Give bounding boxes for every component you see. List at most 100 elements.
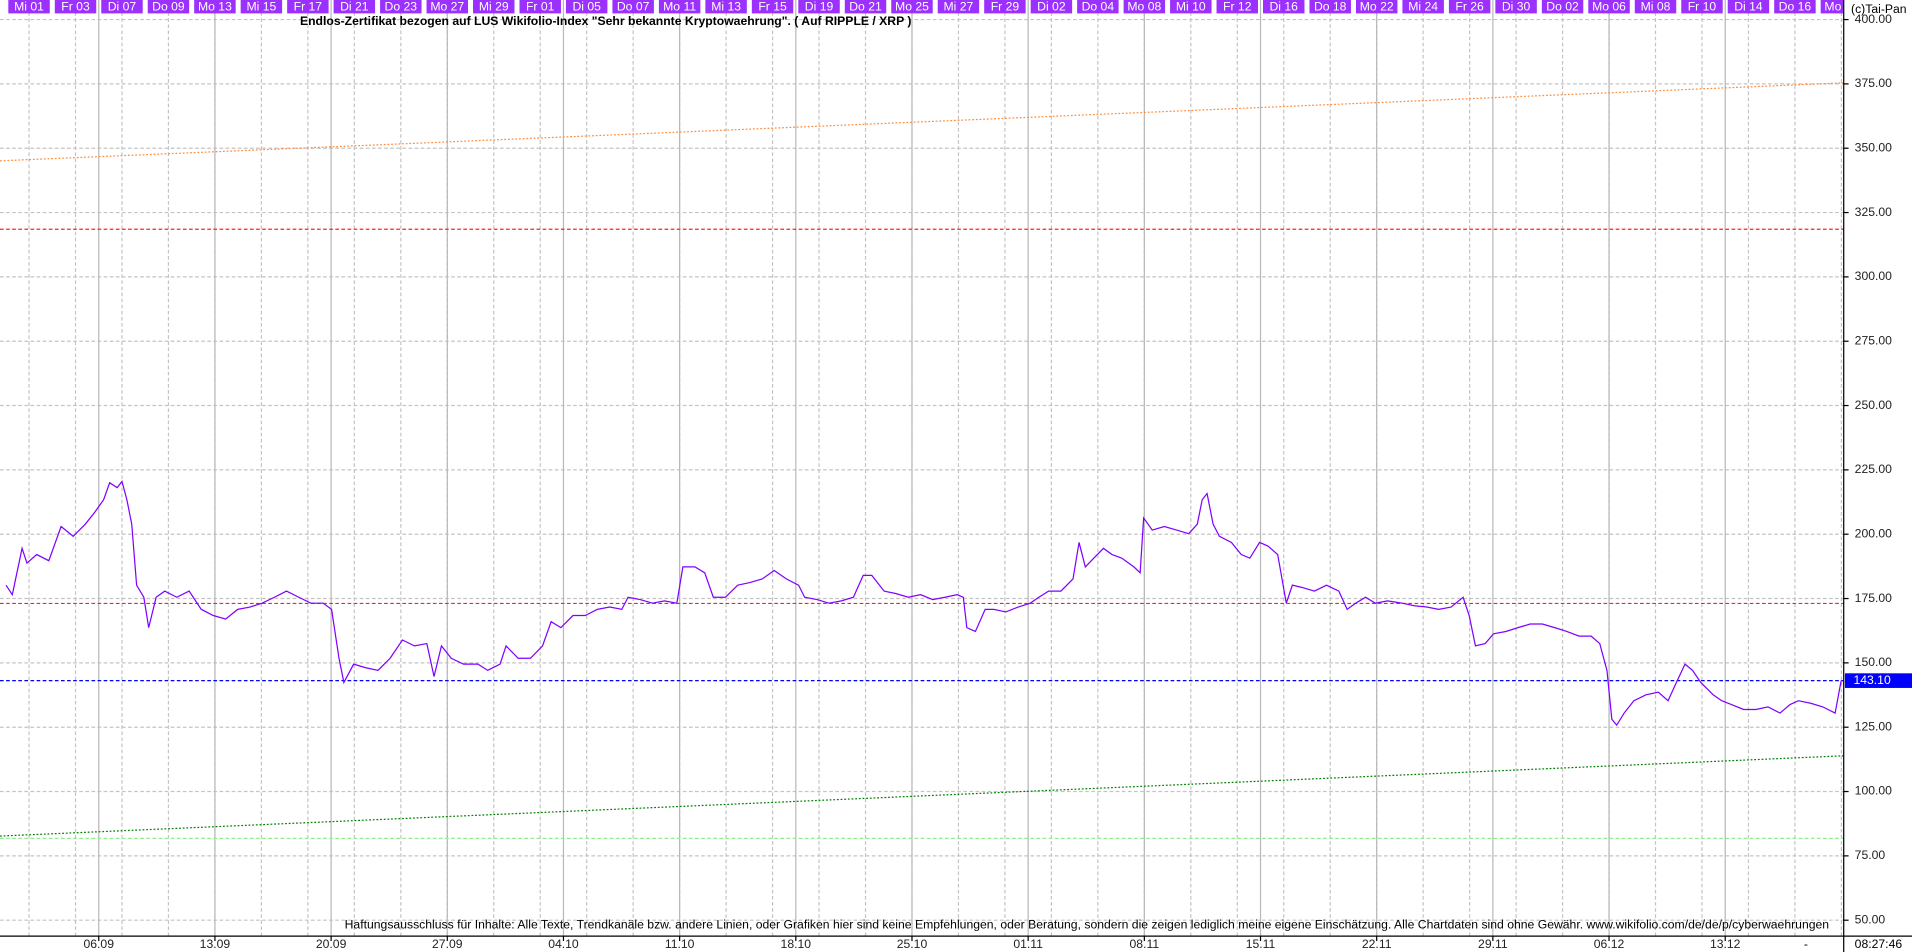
y-tick-label: 200.00 (1855, 526, 1893, 540)
x-tick-label: 06.12 (1594, 937, 1625, 951)
top-label-box (1263, 0, 1305, 14)
disclaimer: Haftungsausschluss für Inhalte: Alle Tex… (345, 917, 1829, 931)
reference-line (0, 82, 1844, 162)
top-label-box (147, 0, 190, 14)
copyright: (c)Tai-Pan (1851, 2, 1907, 16)
top-label: Fr 17 (294, 0, 323, 14)
top-label-box (1588, 0, 1630, 14)
top-label: Do 21 (849, 0, 882, 14)
top-label-box (1309, 0, 1351, 14)
top-labels: Mi 01 Fr 03 Di 07 Do 09 Mo 13 Mi 15 Fr 17 Di 21… (8, 0, 1844, 14)
x-tick-label: 18.10 (781, 937, 812, 951)
top-label-box (1216, 0, 1259, 14)
top-label-box (1355, 0, 1398, 14)
y-tick-label: 50.00 (1855, 912, 1886, 926)
top-label-box (1077, 0, 1119, 14)
top-label: Fr 29 (991, 0, 1020, 14)
x-tick-label: 01.11 (1013, 937, 1043, 951)
price-layer (5, 480, 1842, 727)
y-tick-label: 375.00 (1855, 76, 1893, 90)
top-label-box (194, 0, 236, 14)
top-label: Do 23 (385, 0, 418, 14)
time-marker: - (1804, 937, 1808, 951)
axis-labels: 50.00 75.00 100.00 125.00 150.00 175.00 200.00… (83, 12, 1912, 951)
x-tick-label: 22.11 (1362, 937, 1392, 951)
top-label: Fr 26 (1455, 0, 1484, 14)
x-tick-label: 11.10 (665, 937, 695, 951)
top-label-box (891, 0, 933, 14)
top-label: Mo 08 (1127, 0, 1161, 14)
top-label-box (473, 0, 515, 14)
top-label: Fr 03 (61, 0, 90, 14)
top-label: Fr 12 (1223, 0, 1252, 14)
top-label-box (1727, 0, 1770, 14)
x-tick-label: 29.11 (1478, 937, 1508, 951)
x-tick-label: 13.09 (200, 937, 231, 951)
top-label: Mo 27 (430, 0, 464, 14)
top-label-box (1448, 0, 1491, 14)
top-label: Mo 13 (198, 0, 232, 14)
top-label: Do 18 (1314, 0, 1347, 14)
price-label: 143.10 (1853, 673, 1891, 687)
top-label: Di 21 (340, 0, 369, 14)
grid (0, 0, 1844, 937)
reference-line (0, 755, 1844, 837)
y-tick-label: 100.00 (1855, 784, 1893, 798)
top-label-box (1170, 0, 1212, 14)
top-label: Di 02 (1037, 0, 1066, 14)
x-tick-label: 25.10 (897, 937, 928, 951)
y-tick-label: 125.00 (1855, 719, 1893, 733)
top-label-box (54, 0, 97, 14)
top-label: Mi 15 (246, 0, 276, 14)
top-label: Di 30 (1502, 0, 1531, 14)
top-label-box (705, 0, 747, 14)
top-label: Di 19 (805, 0, 834, 14)
top-label: Mi 24 (1408, 0, 1438, 14)
top-label: Di 05 (572, 0, 601, 14)
top-label-box (519, 0, 561, 14)
y-tick-label: 175.00 (1855, 591, 1893, 605)
top-label: Mi 01 (14, 0, 44, 14)
top-label-box (380, 0, 422, 14)
top-label-box (1495, 0, 1537, 14)
top-label: Do 04 (1082, 0, 1115, 14)
top-label-box (984, 0, 1026, 14)
top-label-box (333, 0, 376, 14)
top-label-box (1774, 0, 1816, 14)
top-label: Di 07 (108, 0, 137, 14)
top-label-box (565, 0, 608, 14)
x-tick-label: 13.12 (1710, 937, 1741, 951)
top-label-box (240, 0, 283, 14)
y-tick-label: 300.00 (1855, 269, 1893, 283)
y-tick-label: 350.00 (1855, 140, 1893, 154)
top-label: Fr 01 (526, 0, 555, 14)
time: 08:27:46 (1855, 937, 1903, 951)
top-label-box (1634, 0, 1677, 14)
top-label-box (287, 0, 329, 14)
top-label-box (798, 0, 840, 14)
x-tick-label: 15.11 (1246, 937, 1276, 951)
y-tick-label: 225.00 (1855, 462, 1893, 476)
top-label-box (1820, 0, 1844, 14)
top-label: Do 16 (1779, 0, 1812, 14)
reference-lines (0, 82, 1844, 839)
top-label: Mo 11 (663, 0, 696, 14)
top-label: Fr 10 (1688, 0, 1717, 14)
top-label: Mi 29 (479, 0, 509, 14)
price-label-box (1844, 673, 1912, 688)
top-label-box (751, 0, 794, 14)
x-tick-label: 08.11 (1130, 937, 1160, 951)
top-label-box (937, 0, 980, 14)
y-tick-label: 75.00 (1855, 848, 1886, 862)
top-label-box (1541, 0, 1584, 14)
x-tick-label: 27.09 (432, 937, 463, 951)
top-label: Fr 15 (758, 0, 787, 14)
top-label-box (612, 0, 654, 14)
top-label: Do 07 (617, 0, 650, 14)
y-tick-label: 400.00 (1855, 12, 1893, 26)
top-label-box (1123, 0, 1166, 14)
top-label: Do 02 (1546, 0, 1579, 14)
